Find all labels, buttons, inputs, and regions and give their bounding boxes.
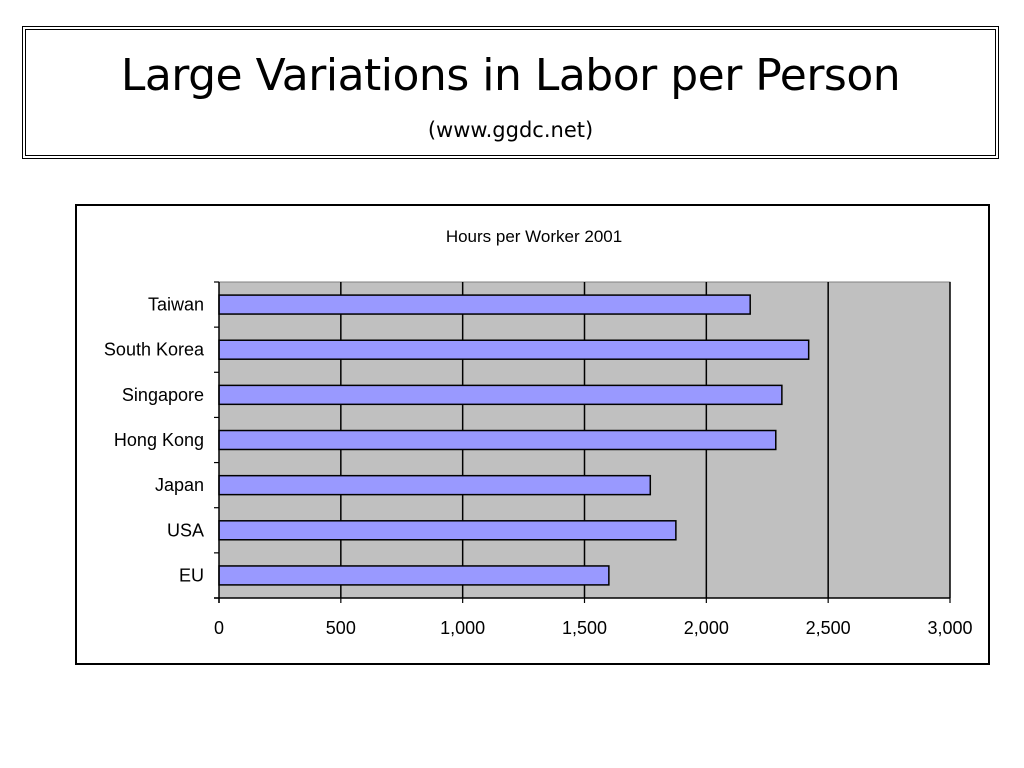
slide-title: Large Variations in Labor per Person bbox=[120, 50, 901, 101]
bars bbox=[218, 294, 810, 586]
x-tick-label-4: 2,000 bbox=[684, 618, 729, 638]
bar-taiwan bbox=[218, 294, 751, 315]
x-tick-label-0: 0 bbox=[214, 618, 224, 638]
x-axis-labels: 0 500 1,000 1,500 2,000 2,500 3,000 bbox=[214, 618, 973, 638]
bar-singapore bbox=[218, 384, 783, 406]
x-tick-label-5: 2,500 bbox=[806, 618, 851, 638]
y-label-south-korea: South Korea bbox=[104, 340, 205, 360]
bar-chart: Hours per Worker 2001 Taiwan South Korea S… bbox=[104, 227, 973, 638]
x-tick-label-1: 500 bbox=[326, 618, 356, 638]
slide-title-box: Large Variations in Labor per Person (ww… bbox=[22, 26, 999, 159]
axes bbox=[214, 281, 951, 603]
chart-frame: Hours per Worker 2001 Taiwan South Korea S… bbox=[75, 204, 990, 665]
x-tick-label-2: 1,000 bbox=[440, 618, 485, 638]
bar-hong-kong bbox=[218, 429, 777, 451]
slide-subtitle: (www.ggdc.net) bbox=[427, 118, 594, 142]
x-tick-label-3: 1,500 bbox=[562, 618, 607, 638]
gridlines bbox=[340, 282, 951, 598]
y-label-hong-kong: Hong Kong bbox=[114, 430, 204, 450]
y-label-singapore: Singapore bbox=[122, 385, 204, 405]
bar-south-korea bbox=[218, 339, 810, 360]
bar-usa bbox=[218, 520, 677, 541]
bar-japan bbox=[218, 474, 652, 496]
y-axis-labels: Taiwan South Korea Singapore Hong Kong Japan… bbox=[104, 295, 205, 586]
y-label-japan: Japan bbox=[155, 475, 204, 495]
x-tick-label-6: 3,000 bbox=[927, 618, 972, 638]
y-label-eu: EU bbox=[179, 565, 204, 585]
y-label-usa: USA bbox=[167, 520, 204, 540]
y-label-taiwan: Taiwan bbox=[148, 295, 204, 315]
chart-title: Hours per Worker 2001 bbox=[446, 227, 622, 246]
bar-eu bbox=[218, 565, 610, 586]
